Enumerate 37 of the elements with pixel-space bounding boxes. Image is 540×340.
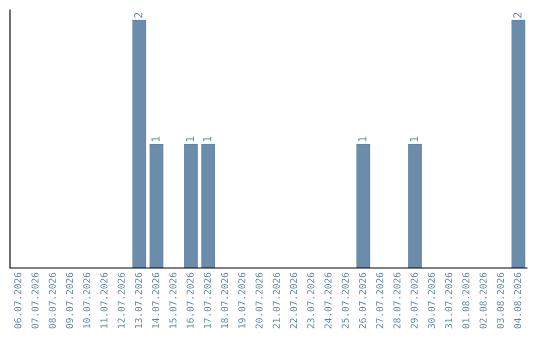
x-tick-label: 04.08.2026: [514, 272, 522, 328]
x-tick-label: 16.07.2026: [186, 272, 194, 328]
x-tick-label: 11.07.2026: [100, 272, 108, 328]
x-tick-label: 06.07.2026: [14, 272, 22, 328]
x-tick-label: 20.07.2026: [256, 272, 263, 328]
x-tick-label: 08.07.2026: [48, 272, 56, 328]
data-label: 1: [203, 136, 212, 142]
x-tick-label: 01.08.2026: [462, 272, 470, 328]
x-tick-label: 18.07.2026: [221, 272, 228, 328]
data-label: 1: [151, 136, 160, 142]
x-tick-label: 21.07.2026: [272, 272, 280, 328]
x-tick-label: 09.07.2026: [66, 272, 74, 328]
x-tick-label: 02.08.2026: [480, 272, 487, 328]
x-tick-label: 19.07.2026: [238, 272, 246, 328]
x-tick-label: 23.07.2026: [307, 272, 314, 328]
x-tick-label: 14.07.2026: [152, 272, 160, 328]
data-label: 1: [410, 136, 418, 142]
x-tick-label: 27.07.2026: [376, 272, 384, 328]
data-label: 2: [513, 12, 522, 18]
x-tick-label: 10.07.2026: [83, 272, 90, 328]
x-tick-label: 17.07.2026: [204, 272, 211, 328]
x-tick-label: 22.07.2026: [290, 272, 298, 328]
x-tick-label: 07.07.2026: [31, 272, 39, 328]
x-tick-label: 13.07.2026: [134, 272, 142, 328]
x-tick-label: 24.07.2026: [324, 272, 332, 328]
x-tick-label: 30.07.2026: [428, 272, 435, 328]
x-tick-label: 15.07.2026: [169, 272, 176, 328]
x-tick-label: 26.07.2026: [358, 272, 366, 328]
data-label: 1: [358, 136, 366, 142]
x-tick-label: 03.08.2026: [496, 272, 504, 328]
x-tick-label: 25.07.2026: [342, 272, 349, 328]
data-label: 2: [134, 12, 142, 18]
x-tick-label: 28.07.2026: [393, 272, 401, 328]
x-tick-label: 12.07.2026: [118, 272, 125, 328]
data-label: 1: [186, 136, 194, 142]
x-tick-label: 31.07.2026: [445, 272, 452, 328]
x-tick-label: 29.07.2026: [410, 272, 418, 328]
